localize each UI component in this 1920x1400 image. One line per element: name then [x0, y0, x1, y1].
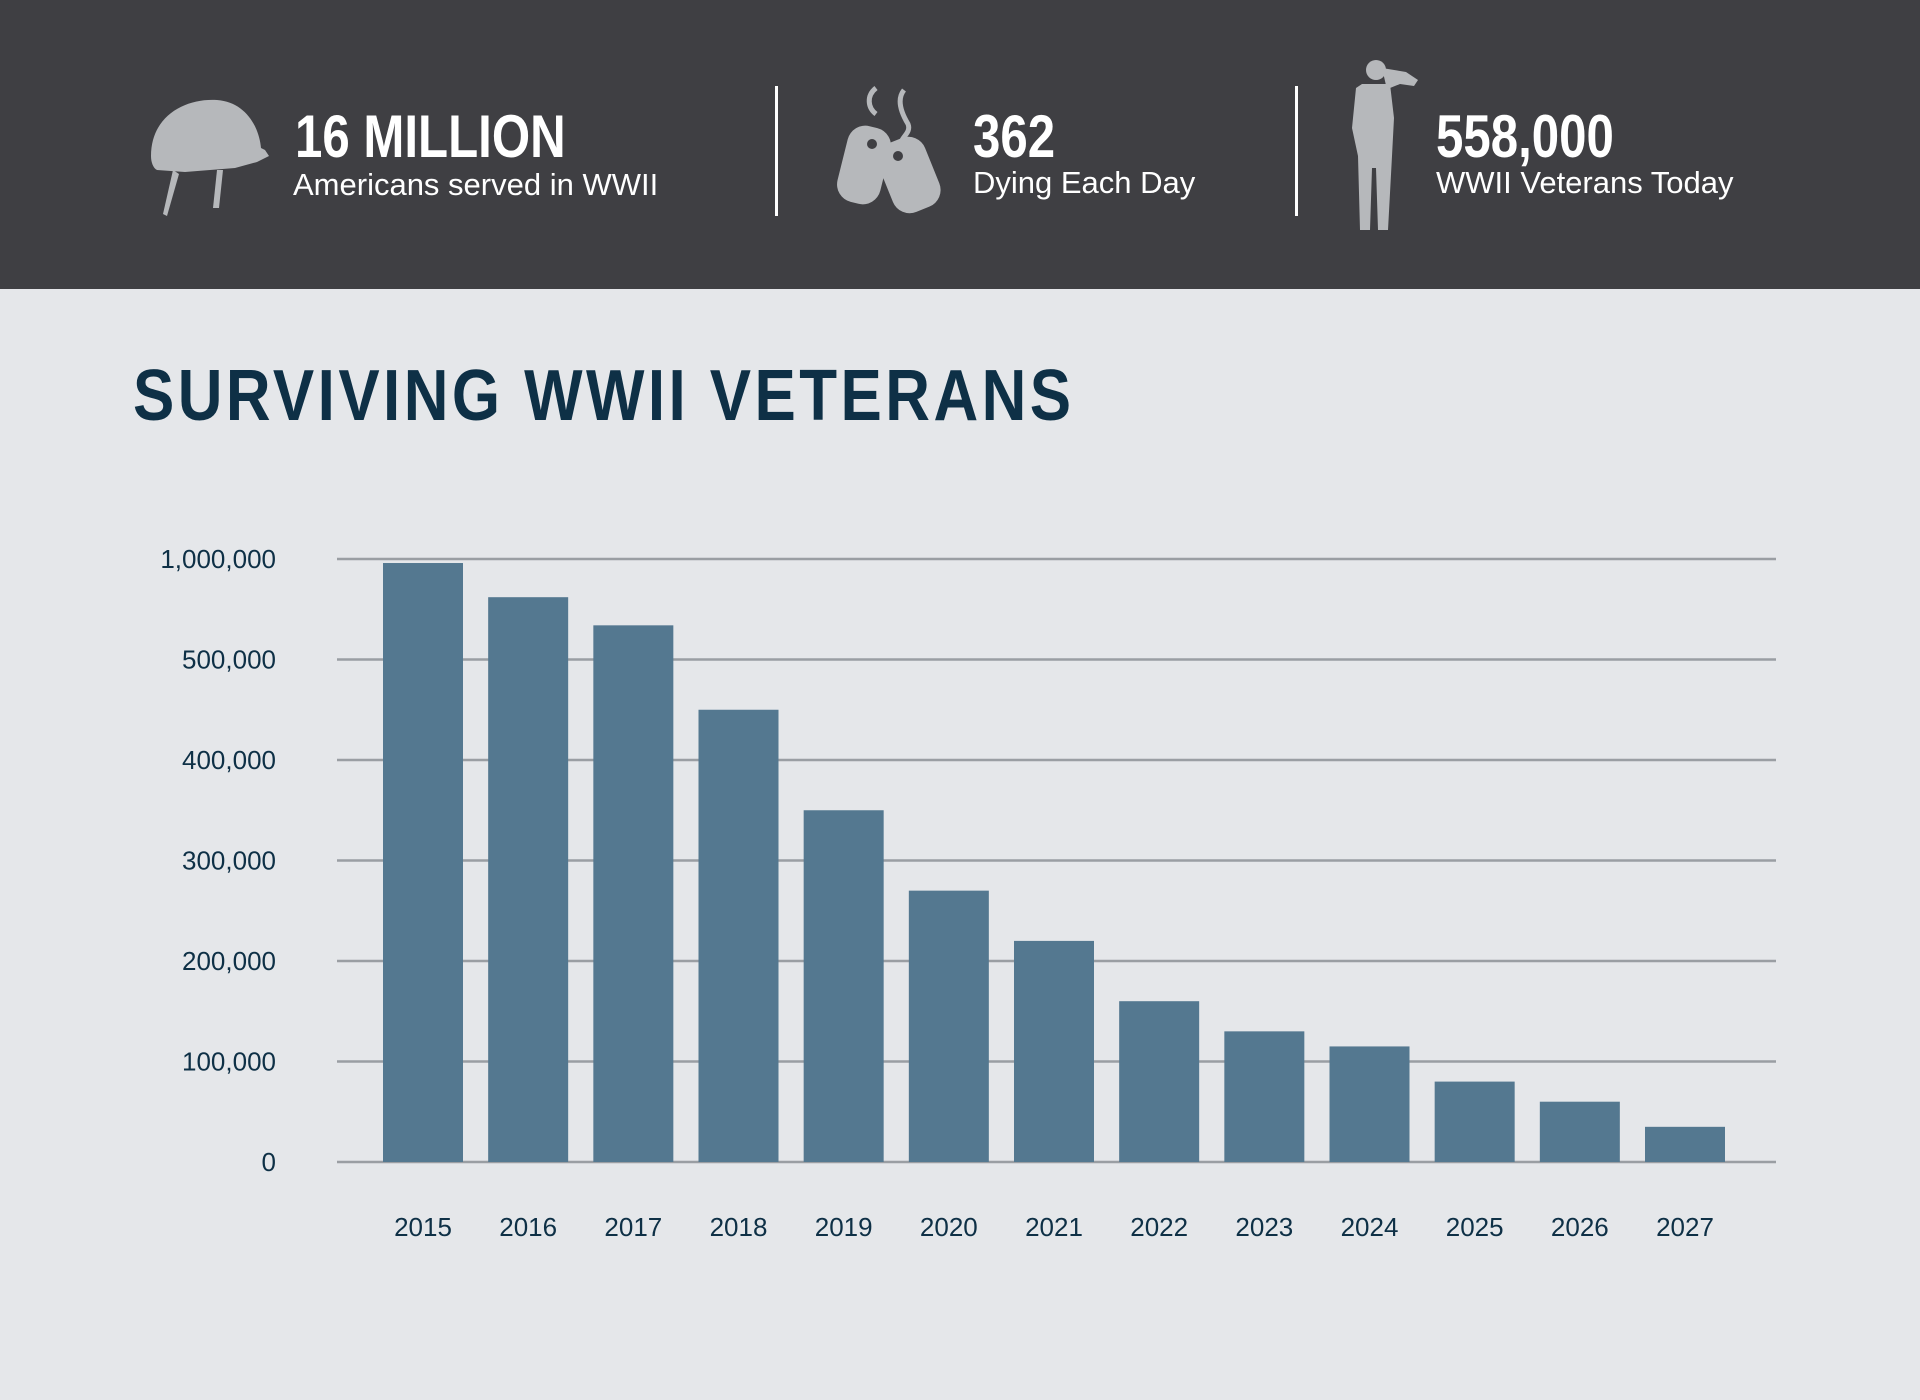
- x-tick-label: 2024: [1341, 1212, 1399, 1242]
- x-tick-label: 2027: [1656, 1212, 1714, 1242]
- bar: [1329, 1046, 1410, 1162]
- stat-dying: 362 Dying Each Day: [780, 0, 1300, 289]
- saluting-soldier-icon: [1342, 58, 1422, 235]
- x-tick-label: 2025: [1446, 1212, 1504, 1242]
- stat-served: 16 MILLION Americans served in WWII: [0, 0, 760, 289]
- helmet-icon: [145, 96, 270, 226]
- stat-served-value: 16 MILLION: [295, 103, 566, 170]
- x-tick-label: 2022: [1130, 1212, 1188, 1242]
- stat-dying-label: Dying Each Day: [973, 165, 1196, 200]
- x-tick-label: 2021: [1025, 1212, 1083, 1242]
- y-tick-label: 0: [262, 1147, 276, 1177]
- bar: [1224, 1031, 1305, 1162]
- stat-veterans-label: WWII Veterans Today: [1436, 165, 1734, 200]
- x-tick-label: 2020: [920, 1212, 978, 1242]
- y-tick-label: 300,000: [182, 846, 276, 876]
- dog-tags-icon: [836, 86, 956, 221]
- bar: [803, 810, 884, 1162]
- header-divider-1: [775, 86, 778, 216]
- x-tick-label: 2026: [1551, 1212, 1609, 1242]
- bar: [1119, 1001, 1200, 1162]
- y-tick-label: 100,000: [182, 1047, 276, 1077]
- x-tick-label: 2018: [710, 1212, 768, 1242]
- chart-title: SURVIVING WWII VETERANS: [133, 356, 1075, 436]
- stat-served-label: Americans served in WWII: [293, 167, 659, 202]
- bar: [383, 563, 463, 1162]
- y-tick-label: 400,000: [182, 745, 276, 775]
- bar: [1539, 1101, 1620, 1162]
- x-tick-label: 2017: [604, 1212, 662, 1242]
- bar: [488, 597, 569, 1162]
- y-tick-label: 1,000,000: [160, 544, 276, 574]
- stat-dying-value: 362: [973, 103, 1056, 170]
- bar: [908, 890, 989, 1162]
- stat-veterans-value: 558,000: [1436, 103, 1614, 170]
- stat-veterans: 558,000 WWII Veterans Today: [1300, 0, 1920, 289]
- stats-header: 16 MILLION Americans served in WWII 362 …: [0, 0, 1920, 289]
- header-divider-2: [1295, 86, 1298, 216]
- x-tick-label: 2023: [1235, 1212, 1293, 1242]
- bar: [1014, 940, 1094, 1162]
- x-tick-label: 2019: [815, 1212, 873, 1242]
- x-tick-label: 2015: [394, 1212, 452, 1242]
- x-tick-label: 2016: [499, 1212, 557, 1242]
- bar: [1434, 1081, 1515, 1162]
- y-tick-label: 200,000: [182, 946, 276, 976]
- bar: [593, 625, 674, 1162]
- y-tick-label: 500,000: [182, 645, 276, 675]
- bar: [1645, 1126, 1725, 1162]
- bar: [698, 709, 779, 1162]
